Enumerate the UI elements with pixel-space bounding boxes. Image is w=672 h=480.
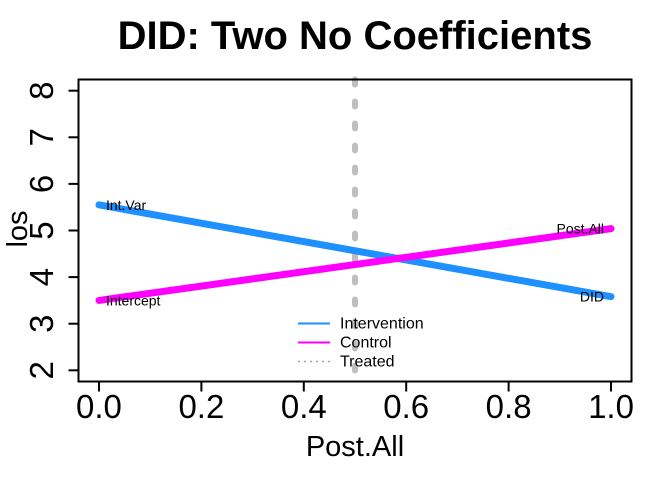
y-tick-label: 5 xyxy=(23,221,60,239)
series-line-control xyxy=(95,225,615,304)
y-tick-label: 2 xyxy=(23,361,60,379)
x-tick-label: 0.2 xyxy=(178,388,224,425)
annotation-post-all: Post.All xyxy=(557,221,604,237)
x-tick-label: 0.4 xyxy=(281,388,327,425)
x-axis-label: Post.All xyxy=(306,431,404,463)
plot-title: DID: Two No Coefficients xyxy=(118,14,593,58)
plot-box xyxy=(77,78,633,383)
legend-label-treated: Treated xyxy=(340,354,395,371)
annotation-did: DID xyxy=(580,289,604,305)
x-tick-label: 1.0 xyxy=(588,388,634,425)
annotation-intercept: Intercept xyxy=(106,292,161,308)
y-tick-label: 8 xyxy=(23,82,60,100)
y-tick-label: 4 xyxy=(23,268,60,286)
y-tick-label: 6 xyxy=(23,175,60,193)
x-tick-label: 0.0 xyxy=(76,388,122,425)
x-tick-label: 0.8 xyxy=(486,388,532,425)
plot-layer: 0.0 0.2 0.4 0.6 0.8 1.0 2 3 4 5 6 7 8 Int.Var Intercep… xyxy=(23,76,634,425)
y-axis-label: los xyxy=(2,210,34,247)
x-tick-label: 0.6 xyxy=(383,388,429,425)
y-tick-label: 3 xyxy=(23,315,60,333)
legend-label-control: Control xyxy=(340,335,392,352)
annotation-int-var: Int.Var xyxy=(106,197,147,213)
y-tick-label: 7 xyxy=(23,128,60,146)
legend-label-intervention: Intervention xyxy=(340,316,424,333)
series-line-intervention xyxy=(95,201,615,301)
